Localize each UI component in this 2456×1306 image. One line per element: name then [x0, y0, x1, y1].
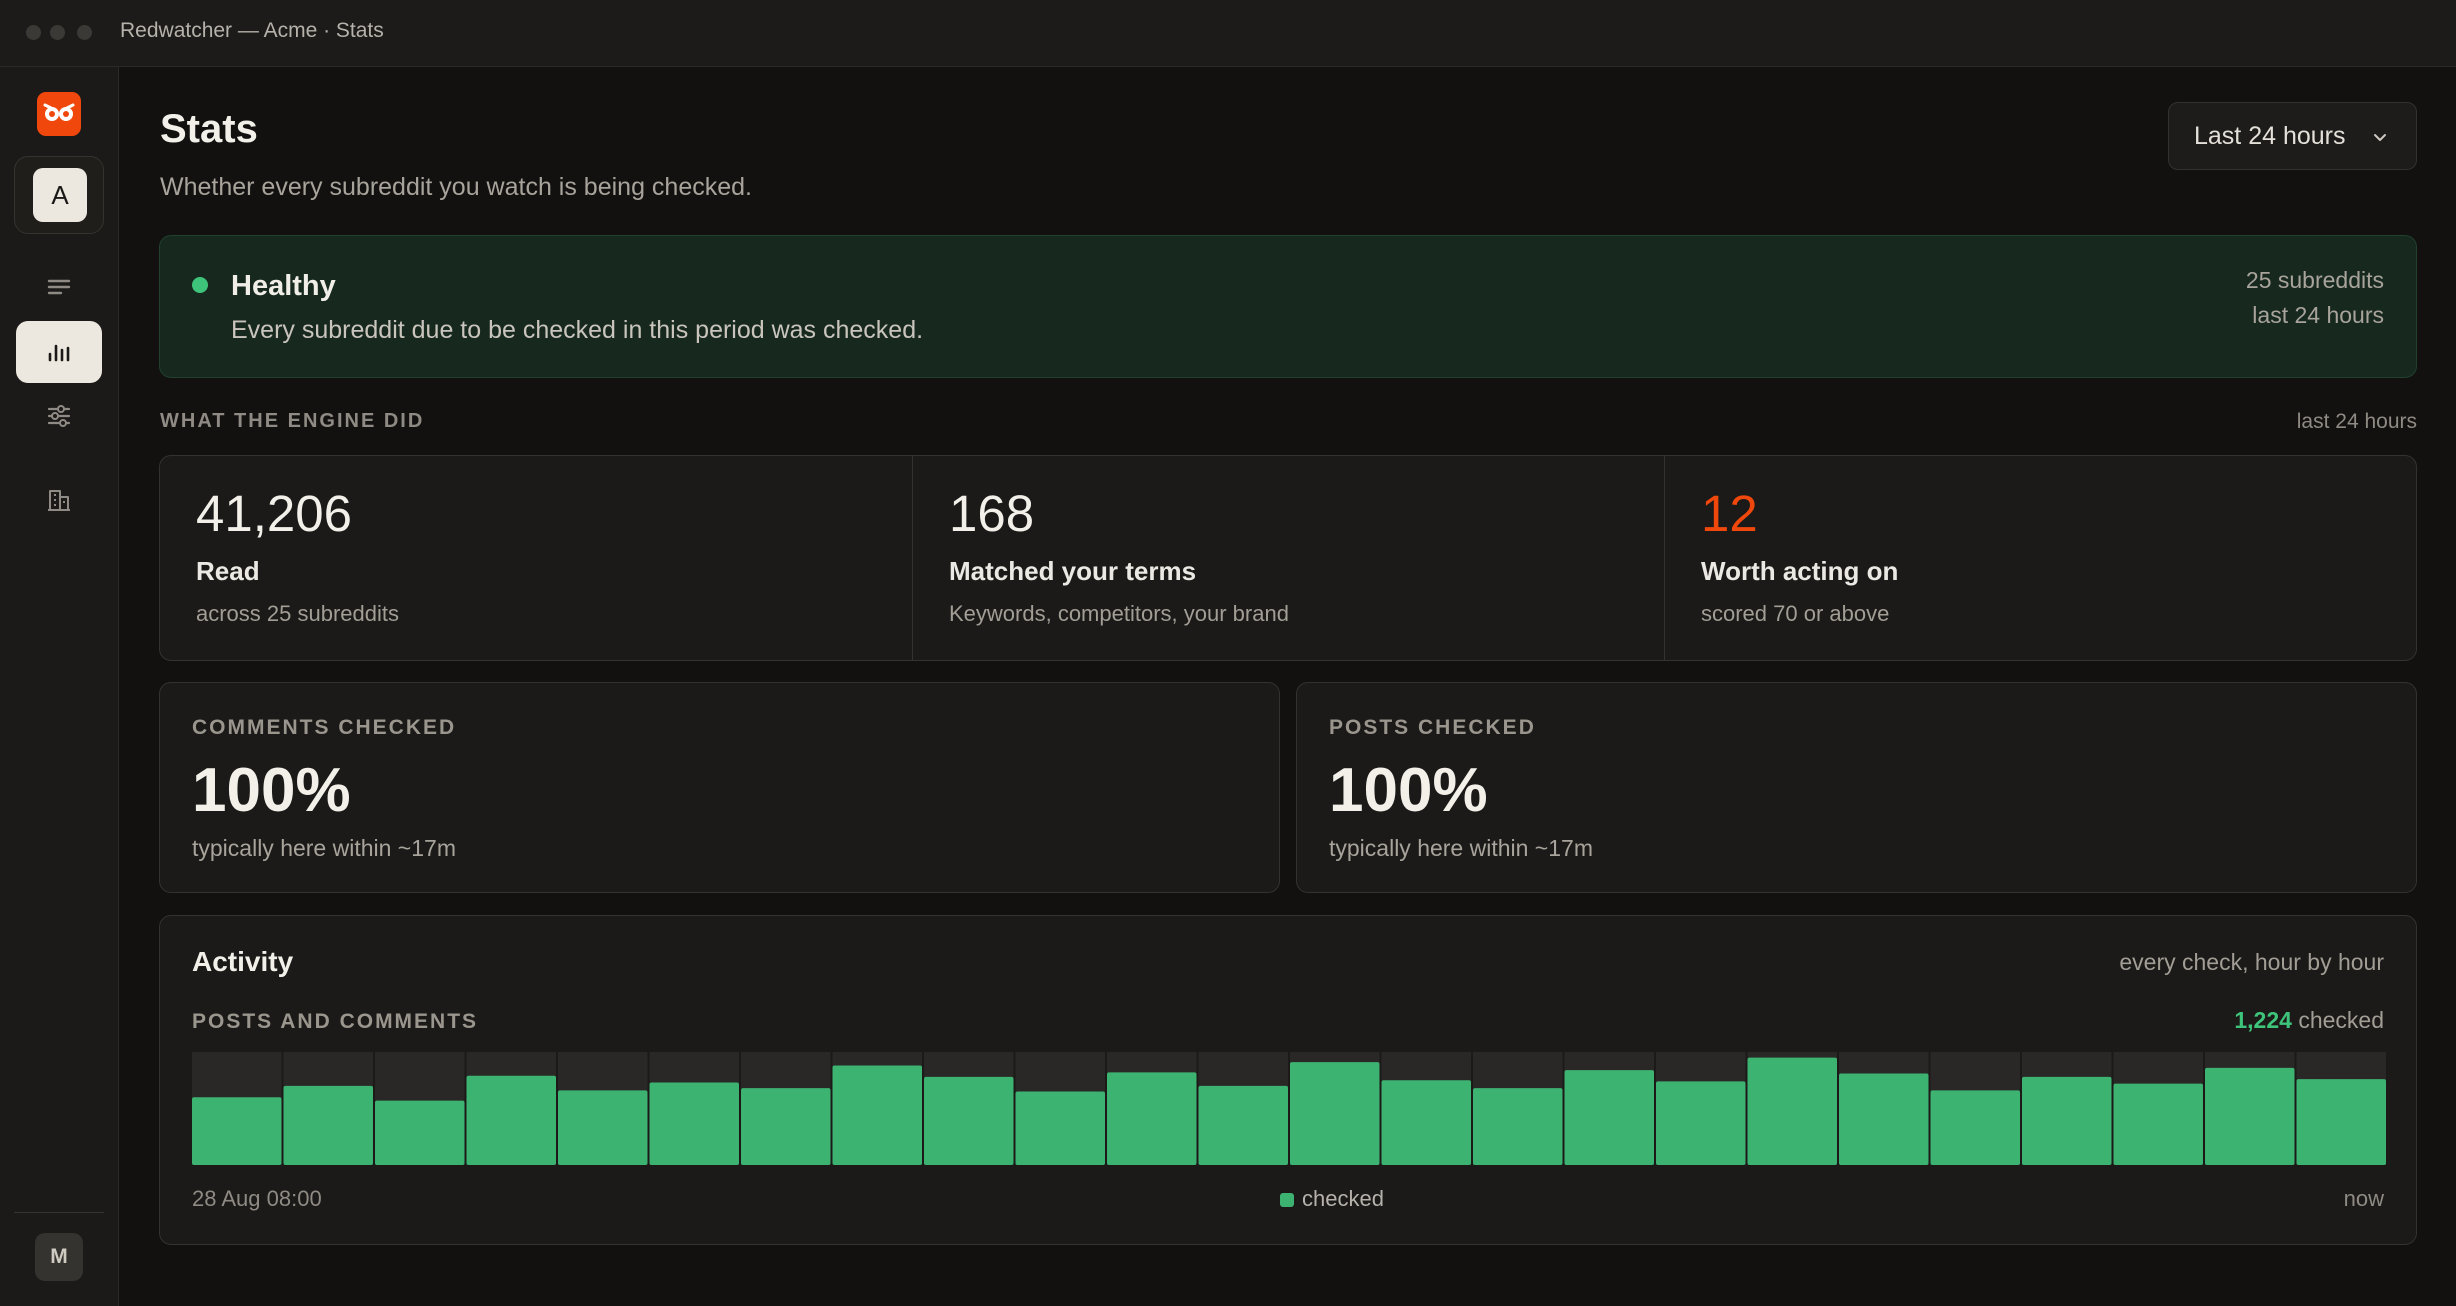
activity-bar-11[interactable] — [1198, 1085, 1289, 1165]
activity-bar-10[interactable] — [1107, 1072, 1197, 1165]
activity-count-suffix: checked — [2298, 1007, 2384, 1033]
workspace-avatar: A — [33, 168, 87, 222]
engine-section-label: WHAT THE ENGINE DID — [160, 410, 425, 432]
stat-value: 168 — [949, 485, 1035, 542]
legend-swatch — [1280, 1193, 1294, 1207]
main-content: Stats Whether every subreddit you watch … — [119, 67, 2456, 1306]
engine-stats: 41,206 Read across 25 subreddits 168 Mat… — [159, 455, 2417, 661]
activity-chart-label: POSTS AND COMMENTS — [192, 1010, 479, 1033]
activity-bar-3[interactable] — [466, 1075, 557, 1165]
maximize-window-button[interactable] — [77, 25, 92, 40]
time-range-select[interactable]: Last 24 hours — [2168, 102, 2417, 170]
check-percent: 100% — [192, 756, 351, 825]
activity-bar-19[interactable] — [1930, 1090, 2021, 1165]
activity-bar-chart — [192, 1052, 2386, 1165]
sidebar: A M — [0, 67, 119, 1306]
engine-section-period: last 24 hours — [2296, 410, 2417, 433]
time-range-value: Last 24 hours — [2194, 122, 2346, 150]
activity-bar-20[interactable] — [2022, 1076, 2112, 1165]
sidebar-item-stats[interactable] — [16, 321, 102, 383]
health-description: Every subreddit due to be checked in thi… — [231, 316, 924, 344]
chart-axis-end: now — [2343, 1186, 2384, 1211]
activity-bar-15[interactable] — [1564, 1070, 1655, 1165]
stat-matched: 168 Matched your terms Keywords, competi… — [912, 456, 1664, 660]
stat-sub: Keywords, competitors, your brand — [949, 601, 1289, 626]
activity-bar-21[interactable] — [2113, 1083, 2204, 1165]
health-banner: Healthy Every subreddit due to be checke… — [159, 235, 2417, 378]
workspace-switcher[interactable]: A — [14, 156, 104, 234]
activity-card: Activity every check, hour by hour POSTS… — [159, 915, 2417, 1245]
activity-bar-13[interactable] — [1381, 1080, 1472, 1165]
activity-bar-18[interactable] — [1839, 1073, 1929, 1165]
title-bar: Redwatcher — Acme · Stats — [0, 0, 2456, 67]
bar-chart-icon — [48, 344, 70, 362]
activity-bar-17[interactable] — [1747, 1057, 1838, 1165]
health-period: last 24 hours — [2252, 302, 2384, 328]
sidebar-item-feed[interactable] — [16, 256, 102, 318]
activity-title: Activity — [192, 946, 294, 977]
activity-bar-0[interactable] — [192, 1097, 282, 1165]
minimize-window-button[interactable] — [50, 25, 65, 40]
stat-value: 41,206 — [196, 485, 352, 542]
activity-bar-12[interactable] — [1290, 1062, 1380, 1165]
building-icon — [48, 490, 70, 511]
sidebar-item-filters[interactable] — [16, 385, 102, 447]
stat-label: Matched your terms — [949, 556, 1197, 586]
chart-legend: checked — [1280, 1186, 1384, 1212]
activity-bar-23[interactable] — [2296, 1079, 2387, 1165]
activity-bar-16[interactable] — [1656, 1081, 1746, 1165]
activity-bar-7[interactable] — [832, 1065, 923, 1165]
health-subreddit-count: 25 subreddits — [2245, 267, 2384, 293]
activity-count: 1,224 checked — [2234, 1007, 2384, 1034]
activity-bar-22[interactable] — [2205, 1067, 2295, 1165]
user-avatar[interactable]: M — [35, 1233, 83, 1281]
sliders-icon — [47, 405, 71, 427]
close-window-button[interactable] — [26, 25, 41, 40]
comments-checked-card: COMMENTS CHECKED 100% typically here wit… — [159, 682, 1280, 893]
legend-label: checked — [1302, 1186, 1384, 1211]
page-subtitle: Whether every subreddit you watch is bei… — [160, 173, 752, 201]
stat-label: Read — [196, 556, 260, 586]
activity-bar-2[interactable] — [375, 1100, 465, 1165]
check-percent: 100% — [1329, 756, 1488, 825]
sidebar-divider — [14, 1212, 104, 1213]
health-status: Healthy — [231, 270, 336, 302]
activity-bar-1[interactable] — [283, 1085, 374, 1165]
check-label: COMMENTS CHECKED — [192, 716, 457, 739]
stat-sub: scored 70 or above — [1701, 601, 1890, 626]
activity-bar-14[interactable] — [1473, 1088, 1563, 1165]
activity-count-value: 1,224 — [2234, 1007, 2292, 1033]
stat-label: Worth acting on — [1701, 556, 1899, 586]
sidebar-item-company[interactable] — [16, 469, 102, 531]
stat-worth-acting: 12 Worth acting on scored 70 or above — [1664, 456, 2416, 660]
check-label: POSTS CHECKED — [1329, 716, 1536, 739]
chevron-down-icon — [2374, 134, 2386, 141]
stat-read: 41,206 Read across 25 subreddits — [160, 456, 912, 660]
posts-checked-card: POSTS CHECKED 100% typically here within… — [1296, 682, 2417, 893]
stat-value: 12 — [1701, 485, 1758, 542]
activity-bar-9[interactable] — [1015, 1091, 1106, 1165]
activity-meta: every check, hour by hour — [2119, 949, 2384, 975]
page-title: Stats — [160, 107, 258, 151]
activity-bar-4[interactable] — [558, 1090, 648, 1165]
activity-bar-6[interactable] — [741, 1088, 831, 1165]
stat-sub: across 25 subreddits — [196, 601, 399, 626]
list-icon — [47, 279, 71, 295]
activity-bar-8[interactable] — [924, 1076, 1014, 1165]
window-title: Redwatcher — Acme · Stats — [120, 19, 384, 42]
health-status-dot — [192, 277, 208, 293]
chart-axis-start: 28 Aug 08:00 — [192, 1186, 322, 1211]
activity-bar-5[interactable] — [649, 1082, 740, 1165]
owl-logo-icon[interactable] — [37, 92, 81, 136]
check-sub: typically here within ~17m — [1329, 835, 1593, 861]
check-sub: typically here within ~17m — [192, 835, 456, 861]
